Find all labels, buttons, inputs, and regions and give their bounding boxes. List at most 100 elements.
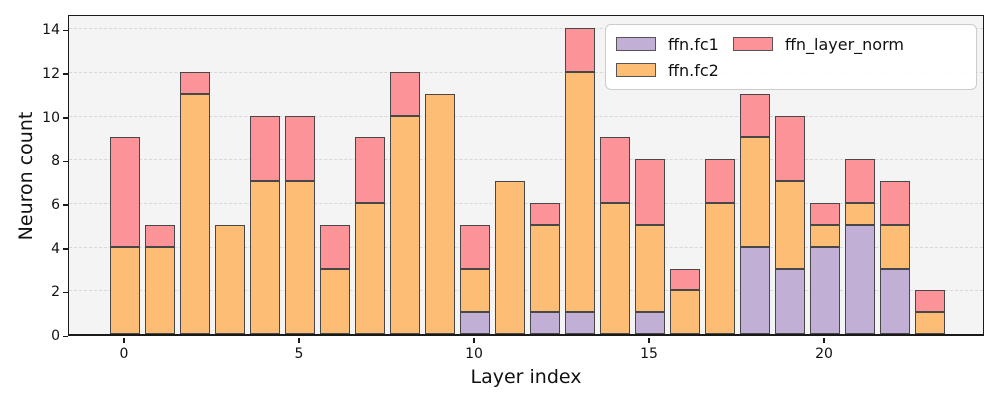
bar-segment-ffn-layer-norm (705, 159, 735, 203)
gridline-y-10 (69, 115, 983, 117)
bar-segment-ffn-fc2 (635, 224, 665, 313)
bar-segment-ffn-fc1 (460, 312, 490, 334)
legend-swatch-ffn-layer-norm (732, 37, 773, 51)
y-tick-mark-6 (63, 204, 68, 206)
y-tick-label-8: 8 (51, 153, 60, 170)
x-tick-label-15: 15 (640, 346, 658, 362)
bar-segment-ffn-fc2 (670, 290, 700, 334)
y-tick-mark-14 (63, 29, 68, 32)
y-tick-label-6: 6 (51, 196, 60, 213)
bar-segment-ffn-layer-norm (390, 71, 420, 116)
bar-layer-12 (530, 16, 560, 334)
bar-segment-ffn-fc2 (145, 246, 175, 334)
bar-segment-ffn-fc1 (880, 268, 910, 334)
bar-layer-6 (320, 16, 350, 334)
bar-segment-ffn-fc1 (810, 246, 840, 334)
bar-segment-ffn-fc2 (180, 93, 210, 334)
gridline-y-4 (69, 246, 983, 248)
legend-swatch-ffn-fc1 (616, 37, 656, 51)
gridline-y-6 (69, 202, 983, 204)
bar-segment-ffn-layer-norm (880, 181, 910, 225)
bar-segment-ffn-layer-norm (810, 203, 840, 225)
bar-segment-ffn-layer-norm (460, 224, 490, 269)
bar-segment-ffn-fc2 (390, 115, 420, 334)
bar-segment-ffn-fc2 (110, 246, 140, 334)
bar-layer-5 (285, 16, 315, 334)
bar-layer-10 (460, 16, 490, 334)
bar-segment-ffn-fc2 (740, 137, 770, 247)
legend-label-ffn-fc2: ffn.fc2 (668, 60, 719, 80)
bar-segment-ffn-layer-norm (635, 159, 665, 225)
bar-segment-ffn-fc2 (810, 224, 840, 247)
bar-layer-17 (705, 16, 735, 334)
bar-segment-ffn-layer-norm (740, 93, 770, 138)
bar-segment-ffn-fc1 (845, 224, 875, 334)
bar-layer-14 (600, 16, 630, 334)
bar-layer-1 (145, 16, 175, 334)
bar-layer-3 (215, 16, 245, 334)
bar-segment-ffn-layer-norm (670, 268, 700, 291)
y-tick-label-0: 0 (51, 328, 60, 344)
x-tick-mark-10 (473, 338, 475, 343)
y-tick-label-2: 2 (51, 284, 60, 301)
gridline-y-12 (69, 71, 983, 73)
gridline-y-2 (69, 290, 983, 292)
bar-layer-19 (775, 16, 805, 334)
legend-label-ffn-layer-norm: ffn_layer_norm (784, 34, 904, 54)
bar-segment-ffn-fc2 (250, 181, 280, 334)
bar-segment-ffn-layer-norm (355, 137, 385, 203)
legend-swatch-ffn-fc2 (616, 63, 656, 77)
bar-segment-ffn-layer-norm (145, 224, 175, 247)
legend-item-ffn-layer-norm: ffn_layer_norm (732, 34, 966, 54)
bar-segment-ffn-layer-norm (915, 290, 945, 313)
x-axis-label: Layer index (470, 366, 582, 388)
bar-segment-ffn-fc2 (775, 181, 805, 269)
bar-layer-16 (670, 16, 700, 334)
bar-segment-ffn-fc2 (530, 224, 560, 313)
bar-layer-22 (880, 16, 910, 334)
bar-segment-ffn-layer-norm (600, 137, 630, 203)
y-tick-label-4: 4 (51, 240, 60, 257)
bar-layer-2 (180, 16, 210, 334)
y-tick-mark-4 (63, 248, 68, 250)
x-tick-label-0: 0 (119, 346, 129, 362)
bar-layer-7 (355, 16, 385, 334)
x-tick-label-20: 20 (815, 346, 833, 362)
y-axis-label: Neuron count (15, 111, 37, 241)
bar-segment-ffn-fc2 (425, 93, 455, 334)
legend: ffn.fc1 ffn.fc2 ffn_layer_norm (605, 24, 977, 90)
bar-layer-4 (250, 16, 280, 334)
legend-item-ffn-fc1: ffn.fc1 (616, 35, 719, 54)
bar-segment-ffn-layer-norm (320, 224, 350, 269)
bar-segment-ffn-layer-norm (180, 71, 210, 94)
bar-layer-13 (565, 16, 595, 334)
legend-label-ffn-fc1: ffn.fc1 (668, 34, 719, 54)
gridline-y-14 (69, 28, 983, 30)
y-tick-mark-12 (63, 73, 68, 75)
bar-segment-ffn-fc2 (320, 268, 350, 334)
bar-segment-ffn-fc1 (530, 312, 560, 334)
bar-segment-ffn-fc1 (565, 312, 595, 334)
bar-layer-9 (425, 16, 455, 334)
bar-segment-ffn-fc2 (705, 202, 735, 334)
bar-layer-21 (845, 16, 875, 334)
x-tick-mark-0 (123, 338, 125, 343)
bar-layer-15 (635, 16, 665, 334)
bar-segment-ffn-layer-norm (845, 159, 875, 203)
bar-segment-ffn-layer-norm (565, 28, 595, 72)
bar-layer-18 (740, 16, 770, 334)
x-tick-mark-15 (648, 338, 650, 343)
x-tick-label-10: 10 (465, 346, 483, 362)
bar-segment-ffn-fc2 (845, 203, 875, 225)
y-tick-label-10: 10 (42, 109, 60, 126)
bar-segment-ffn-fc2 (285, 181, 315, 334)
bar-segment-ffn-fc2 (565, 71, 595, 313)
bar-layer-20 (810, 16, 840, 334)
y-tick-label-12: 12 (42, 65, 60, 82)
bar-layer-8 (390, 16, 420, 334)
legend-item-ffn-fc2: ffn.fc2 (616, 61, 719, 80)
bar-segment-ffn-fc2 (915, 312, 945, 334)
x-tick-mark-20 (823, 338, 825, 343)
x-tick-mark-5 (298, 338, 300, 343)
